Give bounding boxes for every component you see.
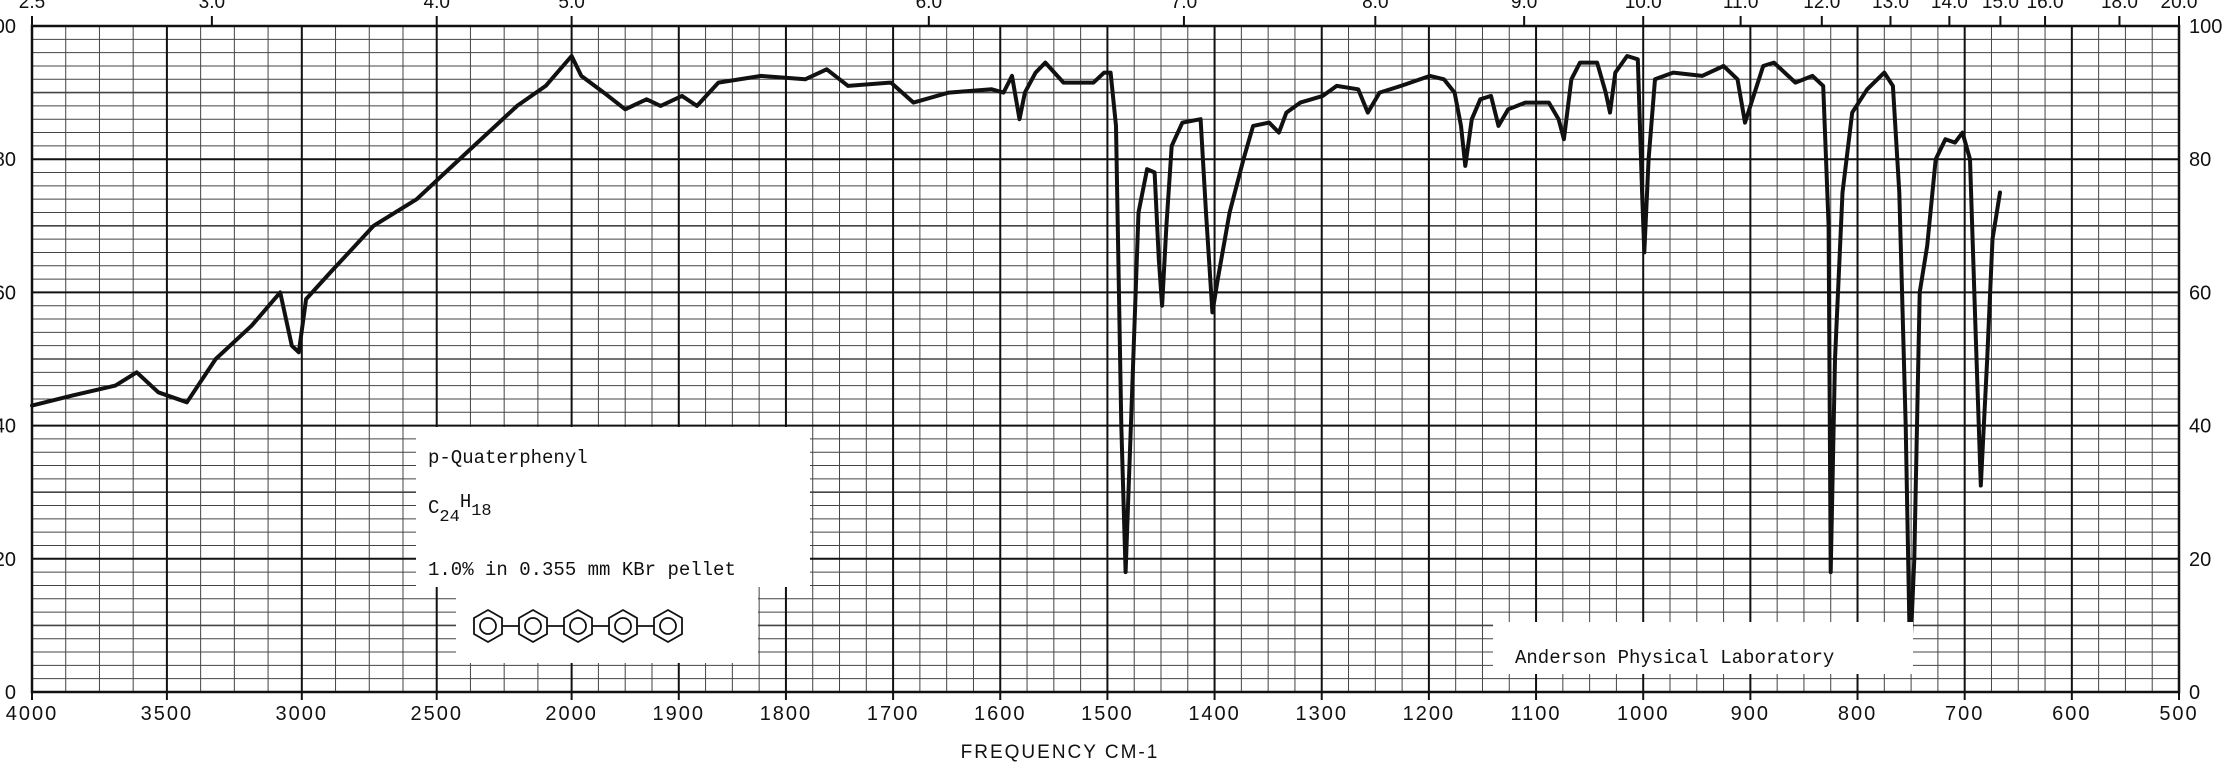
- plot-frame: [30, 24, 2181, 694]
- x2-tick-label: 11.0: [1723, 0, 1759, 13]
- y2-tick-label: 40: [2189, 416, 2211, 438]
- x2-tick-label: 10.0: [1625, 0, 1662, 13]
- x-tick-label: 4000: [6, 703, 59, 725]
- y-tick-label: 40: [0, 416, 16, 438]
- formula-c: C: [428, 497, 439, 519]
- x-tick-label: 600: [2052, 703, 2091, 725]
- grid: [30, 16, 2181, 700]
- x-tick-label: 3000: [276, 703, 329, 725]
- x-tick-label: 2500: [410, 703, 463, 725]
- x-tick-label: 1100: [1511, 703, 1562, 725]
- x2-tick-label: 2.5: [19, 0, 45, 13]
- formula-c-sub: 24: [439, 508, 459, 527]
- x2-tick-label: 16.0: [2027, 0, 2064, 13]
- lab-box-bg: [1493, 622, 1913, 674]
- x-tick-label: 1900: [653, 703, 706, 725]
- x-tick-label: 700: [1945, 703, 1984, 725]
- x-tick-label: 500: [2159, 703, 2198, 725]
- x2-tick-label: 12.0: [1803, 0, 1840, 13]
- x2-tick-label: 3.0: [199, 0, 225, 13]
- labels: 0 0 20 20 40 40 60 60 80 80 100 100 4000 3500 3000 2500…: [0, 0, 2222, 725]
- lab-box: Anderson Physical Laboratory: [1493, 622, 1913, 674]
- y2-tick-label: 100: [2189, 16, 2222, 38]
- formula-h: H: [460, 491, 471, 513]
- x2-tick-label: 15.0: [1982, 0, 2019, 13]
- x2-tick-label: 6.0: [916, 0, 942, 13]
- y2-tick-label: 20: [2189, 549, 2211, 571]
- x-tick-label: 1700: [867, 703, 920, 725]
- y-tick-label: 0: [5, 682, 16, 704]
- formula-h-sub: 18: [471, 502, 491, 521]
- sample-box-bg: [416, 427, 810, 587]
- compound-name: p-Quaterphenyl: [428, 447, 588, 469]
- structure: [473, 608, 683, 644]
- x-tick-label: 1600: [974, 703, 1027, 725]
- x-tick-label: 1500: [1081, 703, 1134, 725]
- x2-tick-label: 13.0: [1872, 0, 1909, 13]
- y-tick-label: 20: [0, 549, 16, 571]
- x2-tick-label: 9.0: [1511, 0, 1537, 13]
- x-tick-label: 1400: [1188, 703, 1241, 725]
- lab-name: Anderson Physical Laboratory: [1515, 647, 1834, 669]
- x2-tick-label: 4.0: [424, 0, 450, 13]
- x-axis-title: FREQUENCY CM-1: [961, 742, 1160, 763]
- structure-box-bg: [456, 585, 758, 663]
- y2-tick-label: 0: [2189, 682, 2200, 704]
- y-tick-label: 80: [0, 149, 16, 171]
- x2-tick-label: 7.0: [1171, 0, 1197, 13]
- sample-box: p-Quaterphenyl C24H18 1.0% in 0.355 mm K…: [416, 427, 810, 663]
- x-tick-label: 900: [1731, 703, 1770, 725]
- x2-tick-label: 20.0: [2161, 0, 2198, 13]
- x-tick-label: 1800: [760, 703, 813, 725]
- x-tick-label: 1000: [1617, 703, 1670, 725]
- x2-tick-label: 8.0: [1362, 0, 1388, 13]
- x-tick-label: 2000: [545, 703, 598, 725]
- y2-tick-label: 60: [2189, 282, 2211, 304]
- y-tick-label: 100: [0, 16, 16, 38]
- x2-tick-label: 18.0: [2101, 0, 2138, 13]
- x-tick-label: 3500: [141, 703, 194, 725]
- y-tick-label: 60: [0, 282, 16, 304]
- x2-tick-label: 5.0: [558, 0, 584, 13]
- spectrum-line: [30, 54, 2002, 661]
- x2-tick-label: 14.0: [1931, 0, 1968, 13]
- x-tick-label: 1200: [1403, 703, 1456, 725]
- sample-info: 1.0% in 0.355 mm KBr pellet: [428, 559, 736, 581]
- formula: C24H18: [428, 491, 492, 527]
- x-tick-label: 1300: [1295, 703, 1348, 725]
- x-tick-label: 800: [1838, 703, 1877, 725]
- y2-tick-label: 80: [2189, 149, 2211, 171]
- plot: [30, 54, 2002, 661]
